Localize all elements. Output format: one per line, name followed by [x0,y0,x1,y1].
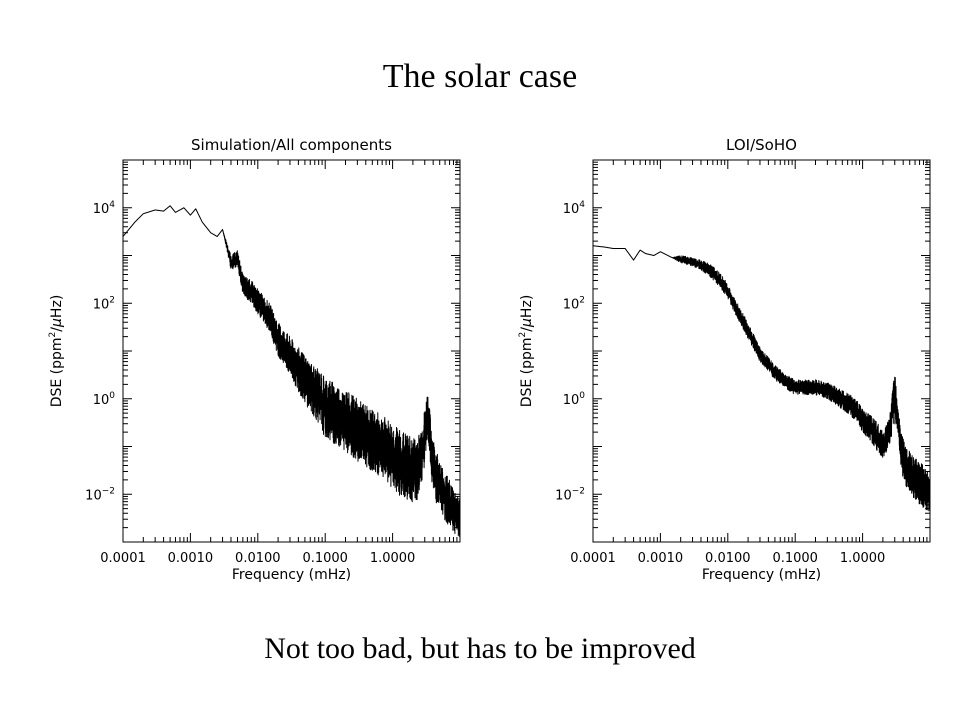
y-tick-label: 102 [563,295,585,312]
x-tick-label: 0.0100 [705,551,751,566]
slide-caption: Not too bad, but has to be improved [264,632,696,665]
x-tick-label: 0.0010 [638,551,684,566]
y-axis-label: DSE (ppm2/μHz) [518,295,535,408]
x-tick-label: 1.0000 [840,551,886,566]
x-tick-label: 0.0001 [570,551,616,566]
chart-title: Simulation/All components [191,136,392,154]
x-tick-label: 0.0010 [168,551,214,566]
slide-title: The solar case [382,58,578,95]
chart-loi-soho: LOI/SoHO 0.0001 0.0010 0.0100 0.1000 1.0000 10… [518,136,931,583]
x-tick-label: 1.0000 [370,551,416,566]
y-tick-label: 104 [563,200,586,217]
x-tick-label: 0.0001 [100,551,146,566]
y-tick-label: 10−2 [555,486,585,503]
x-tick-label: 0.0100 [235,551,281,566]
x-axis-label: Frequency (mHz) [702,567,821,583]
x-tick-label: 0.1000 [302,551,348,566]
y-tick-label: 100 [93,391,116,408]
series-line [123,205,460,538]
chart-simulation: Simulation/All components 0.0001 0.0010 0.0… [48,136,461,583]
x-tick-label: 0.1000 [772,551,818,566]
y-tick-label: 100 [563,391,586,408]
y-axis-label: DSE (ppm2/μHz) [48,295,65,408]
chart-title: LOI/SoHO [726,136,797,154]
y-tick-label: 104 [93,200,116,217]
series-line [593,245,930,512]
y-tick-label: 102 [93,295,115,312]
x-axis-label: Frequency (mHz) [232,567,351,583]
y-tick-label: 10−2 [85,486,115,503]
